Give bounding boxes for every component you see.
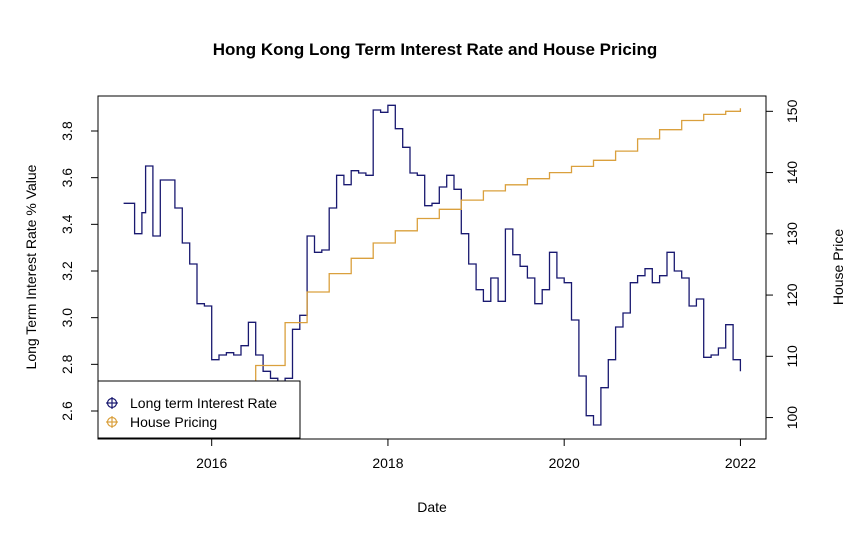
y-left-tick-label: 3.6 bbox=[59, 168, 75, 188]
x-axis-title: Date bbox=[417, 499, 447, 515]
y-axis-right: 100 110 120 130 140 150 bbox=[765, 99, 800, 430]
legend-item-interest-rate: Long term Interest Rate bbox=[106, 395, 277, 411]
legend: Long term Interest Rate House Pricing bbox=[97, 380, 301, 439]
y-left-tick-label: 3.4 bbox=[59, 214, 75, 234]
y-right-tick-label: 150 bbox=[784, 99, 800, 123]
legend-item-house-pricing: House Pricing bbox=[106, 414, 217, 430]
x-tick-label: 2020 bbox=[549, 455, 580, 471]
legend-box bbox=[97, 380, 301, 439]
house-price-line bbox=[233, 108, 742, 391]
legend-marker-interest-rate bbox=[106, 397, 118, 409]
x-tick-label: 2018 bbox=[372, 455, 403, 471]
y-right-tick-label: 140 bbox=[784, 161, 800, 185]
x-tick-label: 2022 bbox=[725, 455, 756, 471]
y-right-tick-label: 110 bbox=[784, 345, 800, 368]
legend-label-house-pricing: House Pricing bbox=[130, 414, 217, 430]
y-left-tick-label: 2.8 bbox=[59, 354, 75, 374]
y-axis-left-title: Long Term Interest Rate % Value bbox=[23, 164, 39, 369]
chart-title: Hong Kong Long Term Interest Rate and Ho… bbox=[213, 40, 658, 59]
y-right-tick-label: 130 bbox=[784, 222, 800, 246]
y-left-tick-label: 2.6 bbox=[59, 401, 75, 421]
y-axis-right-title: House Price bbox=[830, 229, 846, 305]
y-axis-left: 2.6 2.8 3.0 3.2 3.4 3.6 3.8 bbox=[59, 121, 99, 421]
x-tick-label: 2016 bbox=[196, 455, 227, 471]
interest-rate-line bbox=[123, 104, 742, 426]
y-right-tick-label: 100 bbox=[784, 406, 800, 430]
y-right-tick-label: 120 bbox=[784, 283, 800, 307]
interest-rate-series bbox=[123, 104, 742, 426]
house-price-series bbox=[233, 108, 742, 391]
y-left-tick-label: 3.0 bbox=[59, 308, 75, 328]
y-left-tick-label: 3.8 bbox=[59, 121, 75, 141]
x-axis: 2016 2018 2020 2022 bbox=[196, 438, 756, 471]
y-left-tick-label: 3.2 bbox=[59, 261, 75, 281]
legend-label-interest-rate: Long term Interest Rate bbox=[130, 395, 277, 411]
legend-marker-house-pricing bbox=[106, 416, 118, 428]
